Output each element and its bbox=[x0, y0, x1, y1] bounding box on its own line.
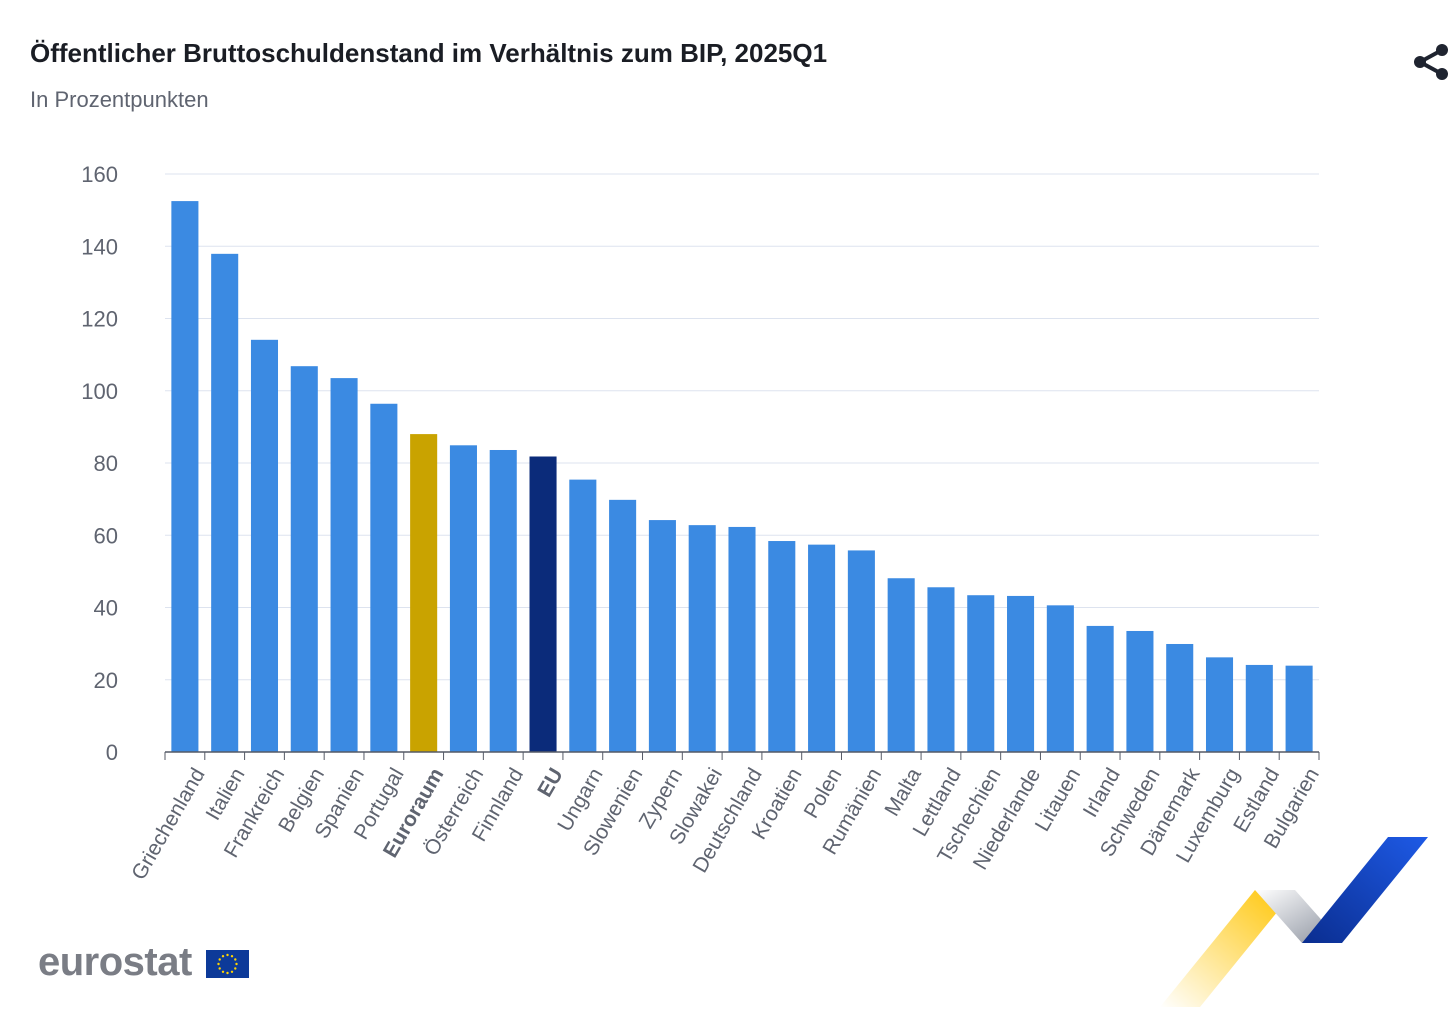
bar-estland[interactable] bbox=[1245, 664, 1273, 752]
bar-luxemburg[interactable] bbox=[1205, 657, 1234, 752]
bar-spanien[interactable] bbox=[330, 378, 358, 752]
y-tick-label: 80 bbox=[94, 451, 118, 476]
y-tick-label: 60 bbox=[94, 523, 118, 548]
y-tick-label: 160 bbox=[81, 162, 118, 187]
share-icon[interactable] bbox=[1410, 40, 1454, 84]
y-tick-label: 0 bbox=[106, 740, 118, 765]
bar-lettland[interactable] bbox=[927, 587, 955, 752]
bar-italien[interactable] bbox=[211, 253, 239, 752]
bar-euroraum[interactable] bbox=[410, 434, 438, 752]
bar-ungarn[interactable] bbox=[569, 479, 597, 752]
bar-belgien[interactable] bbox=[290, 366, 318, 752]
y-tick-label: 120 bbox=[81, 307, 118, 332]
y-axis-ticks: 0 20 40 60 80 100 120 140 160 bbox=[81, 162, 118, 765]
bar-litauen[interactable] bbox=[1046, 605, 1074, 752]
bars bbox=[171, 201, 1313, 752]
bar-niederlande[interactable] bbox=[1007, 595, 1035, 752]
eurostat-logo: eurostat bbox=[38, 940, 192, 984]
y-tick-label: 20 bbox=[94, 668, 118, 693]
bar-österreich[interactable] bbox=[449, 445, 477, 752]
x-axis-labels: GriechenlandItalienFrankreichBelgienSpan… bbox=[127, 764, 1324, 884]
bar-finnland[interactable] bbox=[489, 449, 517, 752]
bar-polen[interactable] bbox=[808, 544, 836, 752]
bar-frankreich[interactable] bbox=[250, 339, 279, 752]
y-tick-label: 100 bbox=[81, 379, 118, 404]
y-tick-label: 140 bbox=[81, 234, 118, 259]
bar-bulgarien[interactable] bbox=[1285, 665, 1313, 752]
bar-malta[interactable] bbox=[887, 578, 915, 752]
bar-deutschland[interactable] bbox=[728, 526, 756, 752]
x-tick-label: Griechenland bbox=[127, 764, 209, 884]
chart-subtitle: In Prozentpunkten bbox=[30, 87, 209, 112]
y-tick-label: 40 bbox=[94, 596, 118, 621]
decorative-ribbon bbox=[1160, 830, 1440, 1007]
bar-kroatien[interactable] bbox=[768, 541, 796, 752]
bar-slowenien[interactable] bbox=[609, 499, 637, 752]
bar-slowakei[interactable] bbox=[688, 525, 716, 752]
bar-rumänien[interactable] bbox=[847, 550, 875, 752]
bar-schweden[interactable] bbox=[1126, 630, 1154, 752]
bar-tschechien[interactable] bbox=[967, 595, 995, 752]
bar-portugal[interactable] bbox=[370, 403, 398, 752]
x-axis bbox=[164, 751, 1320, 760]
eu-flag-icon bbox=[206, 950, 249, 978]
x-tick-label: EU bbox=[533, 764, 568, 801]
bar-zypern[interactable] bbox=[648, 520, 676, 752]
chart-title: Öffentlicher Bruttoschuldenstand im Verh… bbox=[30, 38, 828, 68]
bar-griechenland[interactable] bbox=[171, 201, 199, 752]
bar-eu[interactable] bbox=[529, 456, 557, 752]
bar-dänemark[interactable] bbox=[1166, 643, 1194, 752]
bar-irland[interactable] bbox=[1086, 625, 1114, 752]
